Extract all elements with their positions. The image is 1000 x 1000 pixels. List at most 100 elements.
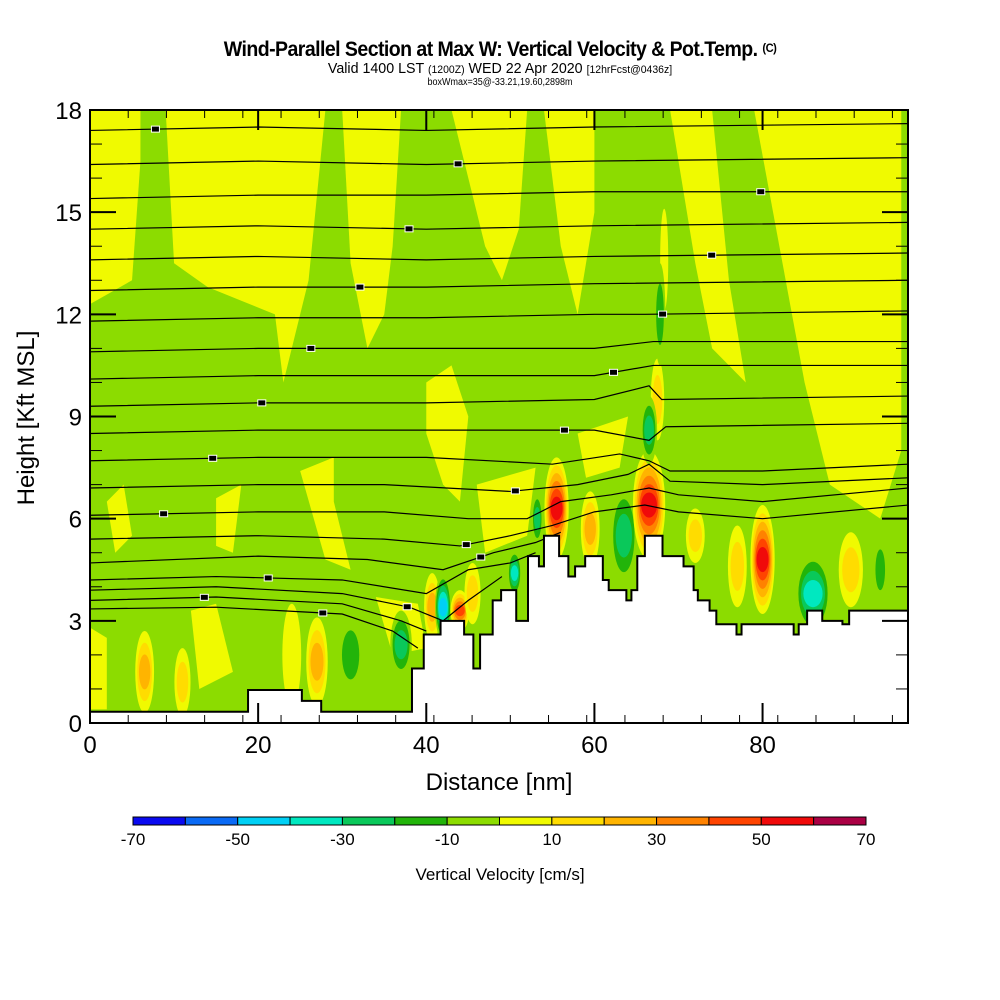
isentrope-line [90, 310, 908, 322]
velocity-band [670, 110, 746, 383]
velocity-band [216, 484, 242, 553]
isentrope-line [90, 531, 562, 571]
velocity-band [451, 110, 528, 281]
contour-label [461, 541, 471, 549]
velocity-band [106, 484, 133, 553]
isentrope-line [90, 157, 908, 166]
terrain [90, 534, 908, 723]
isentrope-line [90, 279, 908, 292]
colorbar-segment [394, 816, 448, 826]
contour-label [453, 160, 463, 168]
chart-subtitle: Valid 1400 LST (1200Z) WED 22 Apr 2020 [… [25, 60, 975, 77]
terrain-fill [90, 535, 908, 723]
velocity-cell [756, 546, 769, 573]
isentrope-line [90, 252, 908, 261]
velocity-band [90, 110, 141, 305]
isentrope-line [90, 552, 536, 595]
colorbar-segment [603, 816, 658, 826]
contour-label [257, 399, 267, 407]
isentrope-line [90, 340, 908, 353]
contour-label [159, 510, 169, 518]
axes: 0 20 40 60 80 0 3 6 9 12 15 18 [55, 98, 909, 759]
velocity-cell [803, 579, 823, 608]
isentrope-line [90, 453, 908, 472]
y-tick-label: 15 [55, 200, 82, 227]
colorbar-tick-label: 70 [857, 830, 876, 849]
colorbar-tick-label: 30 [647, 830, 666, 849]
colorbar-tick-label: -30 [330, 830, 355, 849]
colorbar-tick-label: 10 [542, 830, 561, 849]
x-tick-label: 0 [83, 732, 96, 759]
isentrope-line [90, 364, 908, 380]
velocity-cell [533, 506, 541, 531]
colorbar-tick-label: -50 [225, 830, 250, 849]
contour-label [150, 125, 160, 133]
x-tick-label: 80 [749, 732, 776, 759]
colorbar-segment [813, 816, 867, 826]
velocity-band [426, 365, 469, 502]
isentrope-line [90, 504, 908, 547]
copyright-mark: (C) [762, 41, 777, 55]
isentrope-line [90, 221, 908, 230]
velocity-cell [644, 415, 654, 445]
terrain-outline [90, 534, 908, 713]
colorbar-segment [446, 816, 500, 826]
colorbar-tick-label: 50 [752, 830, 771, 849]
velocity-cell [310, 642, 324, 681]
contour-label [476, 553, 486, 561]
contour-label [404, 225, 414, 233]
isentrope-line [90, 422, 908, 441]
isentrope-line [90, 123, 908, 132]
velocity-cell [688, 519, 703, 553]
y-axis-label: Height [Kft MSL] [13, 331, 40, 506]
forecast-info: [12hrFcst@0436z] [586, 64, 673, 76]
colorbar-segment [132, 816, 186, 826]
y-tick-label: 0 [69, 711, 82, 738]
x-tick-label: 40 [413, 732, 440, 759]
velocity-band [476, 467, 536, 553]
contour-label [510, 487, 520, 495]
isentrope-line [90, 596, 427, 632]
colorbar: -70 -50 -30 -10 10 30 50 70 [121, 816, 876, 849]
x-tick-label: 60 [581, 732, 608, 759]
x-axis-label: Distance [nm] [426, 769, 573, 796]
velocity-cell [550, 496, 563, 521]
colorbar-segment [656, 816, 710, 826]
velocity-band [90, 627, 107, 710]
velocity-cell [282, 603, 302, 706]
velocity-cell [584, 512, 596, 545]
velocity-band [754, 110, 902, 519]
velocity-cell [427, 592, 438, 622]
velocity-cell [455, 605, 465, 617]
velocity-cell [641, 492, 658, 518]
colorbar-segment [708, 816, 762, 826]
contour-label [199, 593, 209, 601]
velocity-cell [842, 547, 860, 593]
contour-label [756, 188, 766, 196]
contour-label [318, 609, 328, 617]
y-tick-label: 18 [55, 98, 82, 125]
colorbar-segment [341, 816, 396, 826]
isentrope-line [90, 606, 419, 649]
contour-label [208, 454, 218, 462]
contour-label [658, 310, 668, 318]
contour-label [306, 344, 316, 352]
velocity-band [300, 457, 351, 570]
contour-label [355, 283, 365, 291]
colorbar-segment [289, 816, 343, 826]
valid-utc: (1200Z) [427, 64, 465, 76]
velocity-cell [176, 661, 189, 703]
velocity-band [577, 416, 629, 478]
colorbar-segment [184, 816, 239, 826]
velocity-cell [466, 575, 479, 612]
colorbar-segment [760, 816, 815, 826]
contour-label [559, 426, 569, 434]
isentrope-line [90, 191, 908, 200]
colorbar-tick-label: -10 [435, 830, 460, 849]
contour-label [263, 574, 273, 582]
valid-date: WED 22 Apr 2020 [468, 60, 583, 77]
colorbar-label: Vertical Velocity [cm/s] [415, 865, 584, 884]
x-tick-label: 20 [245, 732, 272, 759]
velocity-cell [394, 630, 408, 660]
